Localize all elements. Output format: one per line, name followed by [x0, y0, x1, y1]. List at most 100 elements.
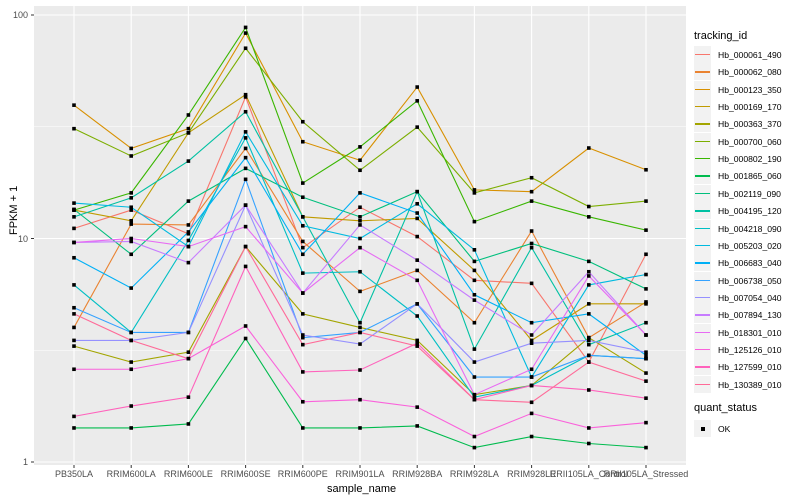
data-point-Hb_000802_190	[358, 145, 362, 149]
data-point-Hb_000062_080	[472, 320, 477, 325]
data-point-Hb_000700_060	[472, 191, 477, 195]
data-point-Hb_000061_490	[186, 231, 191, 236]
legend-swatch-line	[695, 331, 710, 333]
data-point-Hb_005203_020	[301, 223, 305, 228]
data-point-Hb_000700_060	[129, 154, 133, 158]
data-point-Hb_004218_090	[301, 271, 305, 275]
data-point-Hb_000123_350	[587, 146, 591, 150]
data-point-Hb_000123_350	[644, 167, 648, 172]
legend-label: Hb_002119_090	[718, 188, 781, 199]
data-point-Hb_000700_060	[587, 204, 591, 209]
data-point-Hb_125126_010	[358, 397, 362, 402]
legend-label: Hb_000062_080	[718, 67, 782, 78]
data-point-Hb_000169_170	[529, 338, 534, 343]
data-point-Hb_006738_050	[129, 330, 133, 335]
data-point-Hb_000700_060	[529, 175, 534, 180]
data-point-Hb_000062_080	[72, 325, 76, 330]
data-point-Hb_004218_090	[186, 238, 191, 243]
data-point-Hb_000363_370	[587, 335, 591, 340]
data-point-Hb_004195_120	[72, 215, 76, 219]
data-point-Hb_000061_490	[72, 226, 76, 231]
data-point-Hb_000363_370	[72, 344, 76, 348]
data-point-Hb_018301_010	[129, 236, 133, 241]
data-point-Hb_006683_040	[243, 155, 248, 160]
data-point-Hb_007894_130	[358, 223, 362, 227]
data-point-Hb_002119_090	[243, 166, 248, 171]
data-point-Hb_001865_060	[72, 426, 76, 430]
data-point-Hb_125126_010	[415, 405, 419, 409]
legend-title-quant-status: quant_status	[694, 402, 757, 414]
legend-label: Hb_000061_490	[718, 50, 782, 60]
legend-key	[694, 306, 711, 324]
data-point-Hb_000802_190	[472, 219, 477, 224]
data-point-Hb_007054_040	[186, 330, 191, 335]
legend-title-tracking-id: tracking_id	[694, 30, 748, 42]
data-point-Hb_000061_490	[415, 234, 419, 239]
data-point-Hb_002119_090	[301, 195, 305, 200]
data-point-Hb_007894_130	[186, 260, 191, 265]
legend-key	[694, 236, 711, 254]
data-point-Hb_000700_060	[243, 46, 248, 51]
legend-label: Hb_000700_060	[718, 136, 782, 147]
data-point-Hb_001865_060	[472, 445, 477, 450]
data-point-Hb_000169_170	[243, 92, 248, 97]
legend-key	[694, 340, 711, 358]
data-point-Hb_000802_190	[587, 215, 591, 219]
legend-key	[694, 375, 711, 393]
data-point-Hb_006738_050	[644, 356, 648, 361]
data-point-Hb_000062_080	[301, 239, 305, 244]
legend-key	[694, 63, 711, 81]
data-point-Hb_018301_010	[301, 291, 305, 295]
legend-swatch-line	[695, 123, 710, 125]
data-point-Hb_006738_050	[243, 177, 248, 182]
data-point-Hb_002119_090	[129, 252, 133, 257]
data-point-Hb_006683_040	[644, 353, 648, 358]
data-point-Hb_006683_040	[129, 286, 133, 290]
data-point-Hb_006683_040	[529, 320, 534, 325]
data-point-Hb_130389_010	[644, 379, 648, 383]
data-point-Hb_007054_040	[587, 338, 591, 343]
legend-label: Hb_004195_120	[718, 206, 782, 217]
data-point-Hb_007054_040	[72, 338, 76, 343]
data-point-Hb_004218_090	[72, 283, 76, 287]
legend-label: Hb_018301_010	[718, 327, 782, 338]
legend-swatch-line	[695, 348, 710, 351]
legend-label: Hb_007054_040	[718, 292, 782, 303]
data-point-Hb_018301_010	[472, 392, 477, 397]
legend-swatch-line	[695, 88, 710, 91]
data-point-Hb_000062_080	[415, 268, 419, 273]
data-point-Hb_007894_130	[587, 269, 591, 274]
data-point-Hb_127599_010	[186, 395, 191, 399]
legend-swatch-line	[695, 279, 710, 281]
data-point-Hb_000169_170	[358, 219, 362, 223]
x-tick-label: RRIM600LA	[106, 469, 156, 479]
data-point-Hb_125126_010	[644, 420, 648, 425]
data-point-Hb_007054_040	[529, 341, 534, 346]
data-point-Hb_000802_190	[529, 199, 534, 203]
legend-swatch-line	[695, 71, 710, 73]
legend-swatch-line	[695, 262, 710, 264]
data-point-Hb_000363_370	[644, 371, 648, 375]
data-point-Hb_004195_120	[587, 342, 591, 347]
data-point-Hb_001865_060	[129, 426, 133, 430]
data-point-Hb_000363_370	[415, 338, 419, 343]
legend-label: Hb_004218_090	[718, 223, 782, 234]
x-tick-label: RRIM600SE	[220, 469, 271, 479]
data-point-Hb_001865_060	[358, 426, 362, 430]
legend-label: Hb_000802_190	[718, 154, 782, 165]
data-point-Hb_005203_020	[243, 130, 248, 134]
data-point-Hb_000802_190	[415, 99, 419, 103]
data-point-Hb_000802_190	[129, 191, 133, 195]
data-point-Hb_007894_130	[415, 258, 419, 262]
data-point-Hb_000123_350	[72, 103, 76, 107]
x-tick-label: RRIM600LE	[163, 469, 213, 479]
data-point-Hb_018301_010	[186, 244, 191, 249]
data-point-Hb_130389_010	[129, 338, 133, 343]
black-square-marker	[700, 426, 705, 431]
data-point-Hb_004195_120	[415, 189, 419, 194]
data-point-Hb_000700_060	[301, 119, 305, 124]
data-point-Hb_000700_060	[644, 199, 648, 203]
data-point-Hb_000062_080	[129, 222, 133, 226]
legend-key	[694, 271, 711, 289]
